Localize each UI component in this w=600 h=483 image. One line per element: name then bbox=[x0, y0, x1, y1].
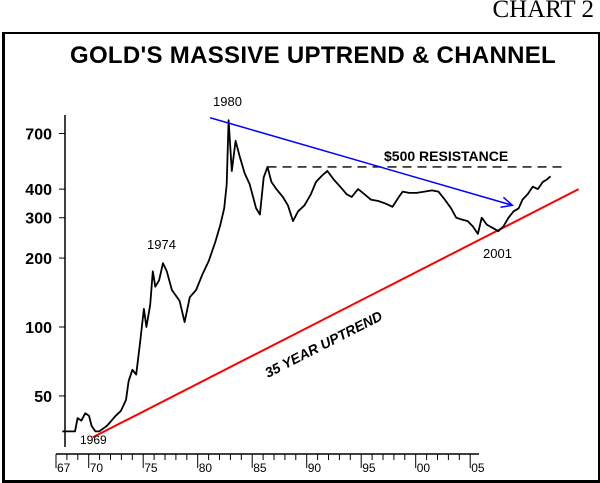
y-tick-label: 300 bbox=[25, 211, 52, 228]
y-tick-label: 400 bbox=[25, 182, 52, 199]
chart-title: GOLD'S MASSIVE UPTREND & CHANNEL bbox=[69, 42, 556, 69]
x-tick-label: 70 bbox=[90, 461, 104, 475]
annotation-resistance: $500 RESISTANCE bbox=[384, 148, 508, 164]
x-tick-label: 85 bbox=[253, 461, 267, 475]
x-tick-label: 75 bbox=[144, 461, 158, 475]
y-tick-label: 50 bbox=[34, 389, 52, 406]
chart-frame bbox=[2, 32, 600, 483]
y-tick-label: 100 bbox=[25, 320, 52, 337]
annotation-1974: 1974 bbox=[147, 237, 176, 252]
uptrend-line bbox=[92, 188, 580, 439]
annotation-1980: 1980 bbox=[213, 94, 242, 109]
annotation-2001: 2001 bbox=[483, 246, 512, 261]
y-tick-label: 200 bbox=[25, 251, 52, 268]
annotation-1969: 1969 bbox=[80, 433, 107, 447]
x-tick-label: 67 bbox=[57, 461, 71, 475]
y-tick-label: 700 bbox=[25, 126, 52, 143]
x-tick-label: 80 bbox=[199, 461, 213, 475]
x-tick-label: 00 bbox=[417, 461, 431, 475]
downtrend-arrowhead bbox=[500, 196, 514, 209]
marks bbox=[62, 117, 580, 439]
x-tick-label: 95 bbox=[362, 461, 376, 475]
downtrend-line bbox=[209, 117, 513, 207]
x-tick-label: 05 bbox=[471, 461, 485, 475]
chart-number: CHART 2 bbox=[492, 0, 594, 23]
x-tick-label: 90 bbox=[308, 461, 322, 475]
gold-price-line bbox=[62, 119, 552, 433]
axes: 50 100 200 300 400 700 67 70 75 80 85 90 95 00 05 bbox=[25, 115, 485, 475]
